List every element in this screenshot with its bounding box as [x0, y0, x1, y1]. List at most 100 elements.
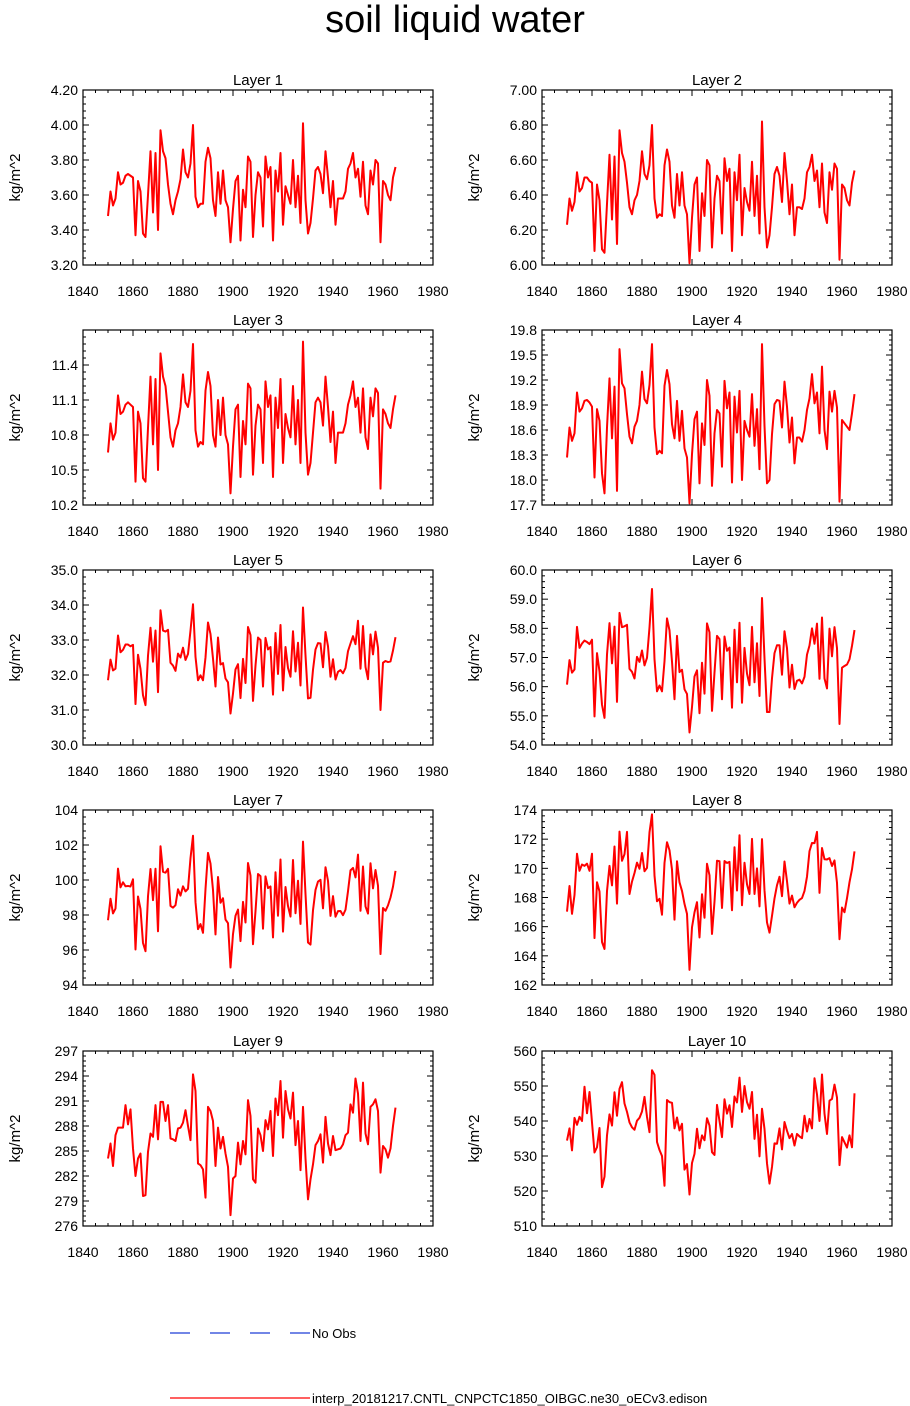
y-axis-label: kg/m^2	[466, 394, 483, 442]
y-tick-label: 170	[514, 860, 538, 876]
plot-frame	[541, 89, 893, 266]
x-tick-label: 1960	[367, 283, 398, 299]
panel-title: Layer 1	[233, 72, 283, 89]
x-tick-label: 1860	[576, 1244, 607, 1260]
y-tick-label: 11.4	[52, 357, 78, 373]
x-tick-label: 1980	[417, 1003, 448, 1019]
x-tick-label: 1860	[576, 763, 607, 779]
panel-layer-6: Layer 6 kg/m^2 1840 1860 1880 1900 1920 1940 196…	[466, 552, 908, 779]
plot-frame	[541, 809, 893, 986]
x-tick-label: 1980	[417, 283, 448, 299]
x-tick-label: 1960	[826, 1003, 857, 1019]
y-axis-label: kg/m^2	[466, 634, 483, 682]
y-tick-label: 30.0	[51, 737, 78, 753]
x-tick-label: 1860	[576, 1003, 607, 1019]
x-tick-label: 1900	[217, 1003, 248, 1019]
x-tick-label: 1940	[776, 283, 807, 299]
y-tick-label: 7.00	[510, 82, 537, 98]
x-tick-label: 1880	[626, 283, 657, 299]
y-axis-label: kg/m^2	[466, 1115, 483, 1163]
x-tick-label: 1920	[726, 763, 757, 779]
x-tick-label: 1940	[317, 763, 348, 779]
plot-frame	[82, 1050, 434, 1227]
x-tick-label: 1840	[67, 523, 98, 539]
legend-no-obs-label: No Obs	[312, 1326, 357, 1341]
x-tick-label: 1940	[317, 283, 348, 299]
x-tick-label: 1860	[117, 523, 148, 539]
panel-title: Layer 9	[233, 1033, 283, 1050]
x-tick-label: 1880	[626, 763, 657, 779]
x-tick-label: 1840	[526, 283, 557, 299]
y-tick-label: 291	[55, 1093, 79, 1109]
y-tick-label: 6.20	[510, 222, 537, 238]
x-tick-label: 1980	[876, 523, 907, 539]
x-tick-label: 1900	[217, 523, 248, 539]
y-tick-label: 18.3	[510, 447, 537, 463]
y-tick-label: 10.5	[51, 462, 78, 478]
y-tick-label: 19.5	[510, 347, 537, 363]
x-tick-label: 1840	[67, 763, 98, 779]
plot-frame	[82, 329, 434, 506]
y-tick-label: 164	[514, 948, 538, 964]
y-tick-label: 104	[55, 802, 79, 818]
panel-layer-5: Layer 5 kg/m^2 1840 1860 1880 1900 1920 1940 196…	[7, 552, 449, 779]
x-tick-label: 1960	[367, 523, 398, 539]
x-tick-label: 1900	[676, 283, 707, 299]
series-line-1	[566, 1069, 856, 1196]
panel-layer-3: Layer 3 kg/m^2 1840 1860 1880 1900 1920 1940 196…	[7, 312, 449, 539]
y-tick-label: 279	[55, 1193, 79, 1209]
y-tick-label: 282	[55, 1168, 79, 1184]
panel-layer-1: Layer 1 kg/m^2 1840 1860 1880 1900 1920 1940 196…	[7, 72, 449, 299]
series-line-1	[107, 834, 397, 969]
y-tick-label: 294	[55, 1068, 79, 1084]
x-tick-label: 1920	[726, 523, 757, 539]
y-tick-label: 94	[62, 977, 78, 993]
x-tick-label: 1860	[576, 523, 607, 539]
y-axis-label: kg/m^2	[466, 874, 483, 922]
x-tick-label: 1840	[67, 1003, 98, 1019]
x-tick-label: 1840	[526, 1244, 557, 1260]
panel-layer-9: Layer 9 kg/m^2 1840 1860 1880 1900 1920 1940 196…	[7, 1033, 449, 1260]
series-line-1	[107, 603, 397, 715]
plot-frame	[541, 569, 893, 746]
y-tick-label: 6.00	[510, 257, 537, 273]
y-tick-label: 35.0	[51, 562, 78, 578]
y-tick-label: 560	[514, 1043, 538, 1059]
y-tick-label: 288	[55, 1118, 79, 1134]
y-tick-label: 58.0	[510, 620, 537, 636]
x-tick-label: 1840	[67, 283, 98, 299]
figure-title: soil liquid water	[325, 0, 585, 41]
x-tick-label: 1960	[367, 763, 398, 779]
y-tick-label: 56.0	[510, 679, 537, 695]
x-tick-label: 1940	[776, 1244, 807, 1260]
x-tick-label: 1900	[217, 1244, 248, 1260]
x-tick-label: 1940	[317, 1003, 348, 1019]
x-tick-label: 1980	[417, 523, 448, 539]
y-tick-label: 57.0	[510, 650, 537, 666]
x-tick-label: 1880	[626, 1244, 657, 1260]
x-tick-label: 1920	[726, 283, 757, 299]
y-tick-label: 11.1	[52, 392, 78, 408]
y-tick-label: 510	[514, 1218, 538, 1234]
y-tick-label: 34.0	[51, 597, 78, 613]
x-tick-label: 1920	[267, 1244, 298, 1260]
y-tick-label: 59.0	[510, 591, 537, 607]
x-tick-label: 1900	[676, 523, 707, 539]
y-tick-label: 3.40	[51, 222, 78, 238]
panel-title: Layer 3	[233, 312, 283, 329]
plot-frame	[541, 1050, 893, 1227]
x-tick-label: 1860	[117, 763, 148, 779]
x-tick-label: 1880	[167, 283, 198, 299]
panel-title: Layer 6	[692, 552, 742, 569]
panel-layer-8: Layer 8 kg/m^2 1840 1860 1880 1900 1920 1940 196…	[466, 792, 908, 1019]
x-tick-label: 1880	[626, 523, 657, 539]
y-tick-label: 297	[55, 1043, 79, 1059]
series-line-1	[566, 120, 856, 265]
x-tick-label: 1920	[726, 1244, 757, 1260]
y-tick-label: 18.9	[510, 397, 537, 413]
y-tick-label: 166	[514, 919, 538, 935]
y-tick-label: 4.00	[51, 117, 78, 133]
panel-title: Layer 10	[688, 1033, 746, 1050]
y-tick-label: 60.0	[510, 562, 537, 578]
x-tick-label: 1860	[117, 1244, 148, 1260]
